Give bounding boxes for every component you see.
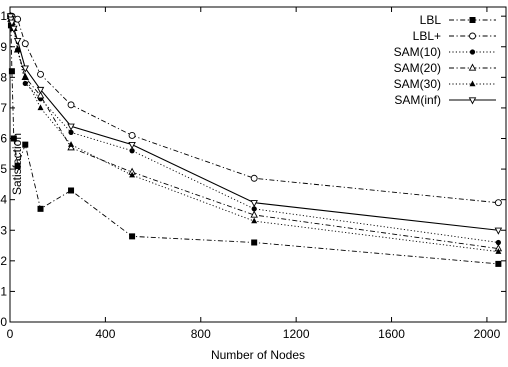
data-point xyxy=(494,199,502,207)
data-point xyxy=(14,163,21,170)
x-tick-label: 800 xyxy=(191,327,211,341)
x-tick-label: 2000 xyxy=(474,327,501,341)
data-point xyxy=(22,141,29,148)
legend-label: SAM(30) xyxy=(394,77,441,91)
data-point xyxy=(10,25,18,33)
data-point xyxy=(21,65,30,73)
x-tick-label: 1200 xyxy=(283,327,310,341)
y-tick-label: 0 xyxy=(0,315,7,329)
data-point xyxy=(68,141,75,147)
data-point xyxy=(21,40,29,48)
data-point xyxy=(128,131,136,139)
data-point xyxy=(13,37,22,46)
data-point xyxy=(250,174,258,182)
y-tick-label: 1 xyxy=(0,9,7,23)
data-point xyxy=(129,171,136,178)
y-tick-label: 0.3 xyxy=(0,223,7,237)
legend-marker xyxy=(469,49,476,55)
data-point xyxy=(67,143,75,151)
data-point xyxy=(36,86,45,95)
data-point xyxy=(495,248,502,254)
legend-marker xyxy=(469,32,476,40)
x-tick-label: 0 xyxy=(7,327,14,341)
data-point xyxy=(8,68,15,75)
y-tick-label: 0.7 xyxy=(0,101,7,115)
y-axis-label: Satisfaction xyxy=(10,133,24,195)
series-markers xyxy=(6,11,503,267)
data-point xyxy=(129,233,136,240)
data-point xyxy=(250,210,258,218)
data-point xyxy=(37,104,44,111)
x-tick-label: 400 xyxy=(95,327,115,341)
y-tick-label: 0.8 xyxy=(0,70,7,84)
data-point xyxy=(22,73,29,80)
x-axis-label: Number of Nodes xyxy=(211,348,305,362)
plot-frame xyxy=(9,6,507,323)
data-point xyxy=(128,141,136,150)
y-tick-label: 0.6 xyxy=(0,132,7,146)
data-point xyxy=(37,205,44,212)
legend: LBL LBL+ SAM(10) SAM(20) SAM(30) SAM(inf) xyxy=(394,13,496,107)
data-point xyxy=(10,135,17,142)
data-point xyxy=(250,200,258,208)
x-tick-label: 1600 xyxy=(378,327,405,341)
data-point xyxy=(14,46,21,53)
legend-label: LBL xyxy=(420,13,442,27)
legend-marker xyxy=(468,97,477,105)
legend-label: SAM(10) xyxy=(394,45,441,59)
data-point xyxy=(68,129,74,135)
data-point xyxy=(36,91,45,99)
legend-marker xyxy=(469,80,476,87)
legend-label: SAM(inf) xyxy=(394,93,441,107)
legend-label: LBL+ xyxy=(413,29,441,43)
data-point xyxy=(129,148,135,154)
y-tick-label: 0.1 xyxy=(0,284,7,298)
axis-ticks: 0 400 800 1200 1600 2000 0 0.1 0.2 0.3 0.4 0.5 0.6 0.… xyxy=(0,7,506,341)
data-point xyxy=(251,206,257,212)
data-point xyxy=(251,239,258,246)
legend-marker xyxy=(469,17,476,23)
data-point xyxy=(68,187,75,194)
data-point xyxy=(495,260,502,267)
data-point xyxy=(37,70,44,78)
y-tick-label: 0.4 xyxy=(0,193,7,207)
data-point xyxy=(14,15,22,23)
data-point xyxy=(22,80,28,87)
data-point xyxy=(494,227,503,235)
data-point xyxy=(8,19,16,27)
data-point xyxy=(67,123,75,131)
legend-marker xyxy=(468,63,477,71)
data-point xyxy=(251,217,258,224)
data-point xyxy=(495,239,501,246)
data-point xyxy=(67,101,75,109)
y-tick-label: 0.5 xyxy=(0,162,7,176)
y-tick-label: 0.2 xyxy=(0,254,7,268)
y-tick-label: 0.9 xyxy=(0,40,7,54)
legend-label: SAM(20) xyxy=(394,61,441,75)
